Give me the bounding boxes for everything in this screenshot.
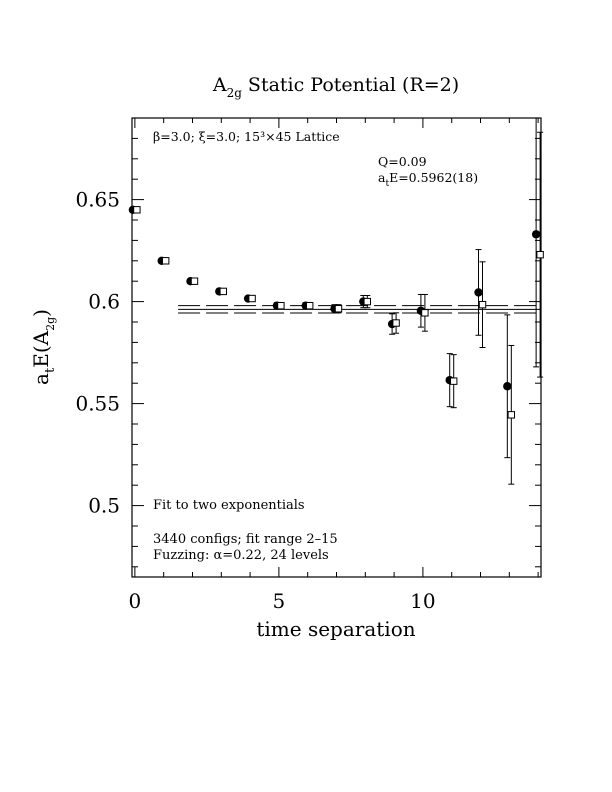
q-annotation: Q=0.09 <box>378 154 427 169</box>
energy-annotation: atE=0.5962(18) <box>378 170 478 189</box>
data-point-square <box>219 287 227 296</box>
x-tick-label: 10 <box>410 589 435 613</box>
data-point-circle <box>474 288 483 297</box>
data-point-square <box>334 305 343 313</box>
data-point-square <box>450 377 458 385</box>
y-tick-label: 0.5 <box>88 494 120 518</box>
data-point-square <box>363 297 372 306</box>
y-axis-label: atE(A2g) <box>29 309 58 385</box>
y-tick-label: 0.65 <box>75 188 120 212</box>
data-point-circle <box>531 230 541 239</box>
data-point-square <box>277 301 285 310</box>
tick-labels: 0 5 10 0.5 0.55 0.6 0.65 <box>75 188 435 613</box>
fuzzing-annotation: Fuzzing: α=0.22, 24 levels <box>153 548 329 563</box>
x-axis-label: time separation <box>256 617 415 641</box>
data-point-square <box>161 257 170 265</box>
data-point-square <box>248 294 256 303</box>
chart-title: A2g Static Potential (R=2) <box>212 74 459 100</box>
data-point-square <box>507 411 516 419</box>
data-point-square <box>392 319 400 327</box>
data-point-square <box>305 301 314 310</box>
y-tick-label: 0.55 <box>75 392 120 416</box>
configs-annotation: 3440 configs; fit range 2–15 <box>153 532 338 547</box>
data-point-circle <box>503 382 512 391</box>
lattice-annotation: β=3.0; ξ=3.0; 15³×45 Lattice <box>153 129 340 144</box>
data-point-square <box>133 206 141 214</box>
data-point-square <box>421 309 429 317</box>
data-point-square <box>536 250 544 259</box>
fit-description: Fit to two exponentials <box>153 498 305 513</box>
data-points <box>128 117 544 485</box>
fit-band <box>178 305 541 314</box>
y-tick-label: 0.6 <box>88 290 120 314</box>
data-point-square <box>190 277 199 285</box>
x-tick-label: 0 <box>129 589 142 613</box>
data-point-square <box>478 300 487 309</box>
x-tick-label: 5 <box>273 589 286 613</box>
